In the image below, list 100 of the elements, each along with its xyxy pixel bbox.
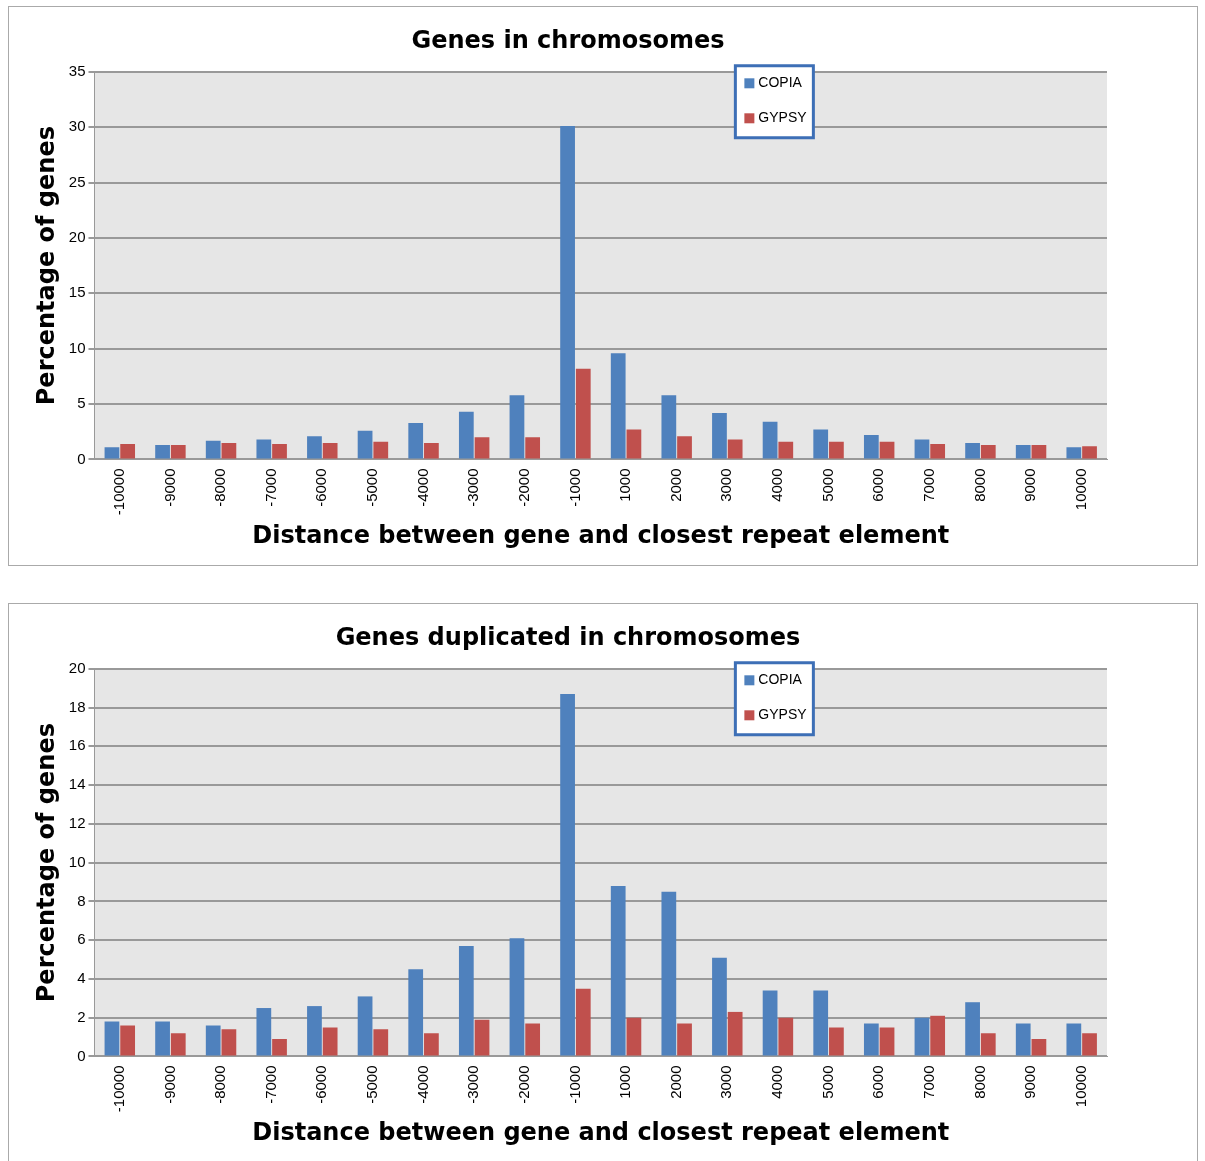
chart-title: Genes in chromosomes <box>411 25 725 54</box>
bar <box>1082 1033 1097 1056</box>
y-tick-label: 10 <box>68 852 86 870</box>
y-tick-label: 8 <box>77 891 86 909</box>
y-tick-label: 2 <box>77 1007 86 1025</box>
bar <box>980 445 996 459</box>
y-tick-label: 0 <box>77 1046 86 1064</box>
bar <box>474 1019 490 1056</box>
x-tick-label: 3000 <box>717 1065 735 1099</box>
bar <box>509 395 525 459</box>
bar <box>373 441 389 459</box>
bar <box>1031 1039 1047 1056</box>
bar <box>661 891 677 1056</box>
bar <box>727 439 743 459</box>
bar <box>778 1017 794 1056</box>
x-axis-title: Distance between gene and closest repeat element <box>252 520 950 549</box>
x-tick-label: 2000 <box>666 468 684 502</box>
bar <box>525 437 541 459</box>
bar <box>322 442 338 459</box>
bar <box>829 1027 844 1056</box>
x-tick-label: -1000 <box>565 468 583 507</box>
bar <box>879 1027 895 1056</box>
x-tick-label: -2000 <box>514 468 532 507</box>
bar <box>1082 446 1097 459</box>
x-tick-label: -8000 <box>211 1065 229 1104</box>
bar <box>813 429 829 459</box>
bar <box>272 1039 287 1056</box>
x-tick-label: -3000 <box>464 468 482 507</box>
bar <box>560 126 575 459</box>
y-tick-label: 18 <box>68 697 86 715</box>
bar <box>829 441 844 459</box>
bar <box>120 1025 136 1056</box>
x-tick-label: 8000 <box>970 1065 988 1099</box>
y-tick-label: 0 <box>77 449 86 467</box>
x-tick-label: 6000 <box>869 468 887 502</box>
bar <box>509 938 525 1056</box>
x-tick-label: -2000 <box>514 1065 532 1104</box>
x-tick-label: 4000 <box>768 1065 786 1099</box>
bar <box>560 694 575 1056</box>
x-tick-label: -5000 <box>363 468 381 507</box>
x-tick-label: -7000 <box>261 1065 279 1104</box>
bar <box>626 1017 642 1056</box>
bar <box>778 441 794 459</box>
x-tick-label: -5000 <box>363 1065 381 1104</box>
y-tick-label: 6 <box>77 930 86 948</box>
bar <box>965 1002 980 1056</box>
bar <box>155 1021 170 1056</box>
y-tick-label: 16 <box>68 736 86 754</box>
x-tick-label: -9000 <box>160 1065 178 1104</box>
y-axis-title: Percentage of genes <box>31 126 60 406</box>
bar <box>1031 445 1047 459</box>
bar <box>408 969 424 1056</box>
bar <box>575 368 591 459</box>
bar <box>458 411 474 459</box>
bar <box>170 445 186 459</box>
bar <box>272 443 287 459</box>
x-tick-label: 7000 <box>919 1065 937 1099</box>
x-tick-label: 1000 <box>616 468 634 502</box>
bar <box>965 442 980 459</box>
y-tick-label: 12 <box>68 814 86 832</box>
legend-label: COPIA <box>758 671 803 688</box>
y-tick-label: 20 <box>68 658 86 676</box>
x-tick-label: 9000 <box>1021 1065 1039 1099</box>
bar <box>221 442 237 459</box>
bar <box>626 429 642 459</box>
x-tick-label: 6000 <box>869 1065 887 1099</box>
bar <box>1015 1023 1031 1056</box>
x-tick-label: -6000 <box>312 1065 330 1104</box>
x-tick-label: 2000 <box>666 1065 684 1099</box>
bar <box>1066 1023 1082 1056</box>
bar <box>120 443 136 459</box>
x-tick-label: 8000 <box>970 468 988 502</box>
bar <box>205 1025 221 1056</box>
bar <box>762 990 778 1056</box>
x-tick-label: -9000 <box>160 468 178 507</box>
bar <box>727 1011 743 1056</box>
bar <box>458 946 474 1056</box>
bar <box>914 439 930 459</box>
bar <box>104 447 120 459</box>
x-tick-label: 7000 <box>919 468 937 502</box>
x-tick-label: -6000 <box>312 468 330 507</box>
bar <box>762 421 778 459</box>
bar <box>104 1021 120 1056</box>
bar <box>610 885 626 1056</box>
bar <box>221 1029 237 1056</box>
bar <box>357 996 373 1056</box>
bar <box>408 422 424 459</box>
bar <box>863 1023 879 1056</box>
y-tick-label: 14 <box>68 775 86 793</box>
bar <box>712 957 727 1056</box>
bar <box>357 430 373 459</box>
bar <box>256 439 272 459</box>
bar <box>677 436 692 459</box>
y-tick-label: 10 <box>68 338 86 356</box>
bar <box>930 1015 946 1056</box>
bar <box>474 437 490 459</box>
bar <box>1015 445 1031 459</box>
x-tick-label: -3000 <box>464 1065 482 1104</box>
x-tick-label: -10000 <box>109 468 127 516</box>
bar <box>424 442 439 459</box>
